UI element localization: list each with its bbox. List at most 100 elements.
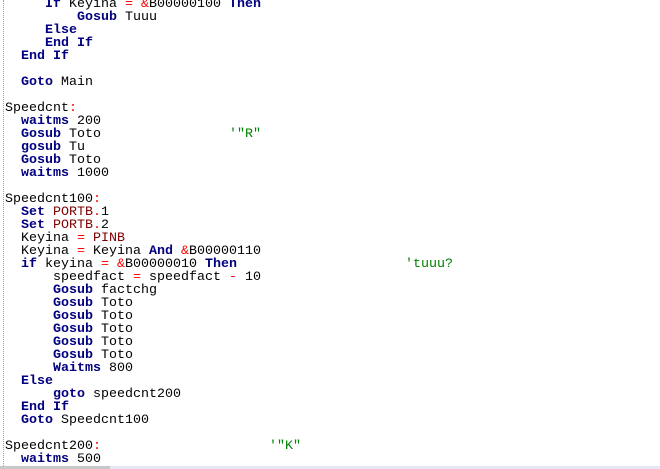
keyword-token: Gosub [53, 283, 93, 298]
text-token: keyina [37, 257, 101, 272]
code-line[interactable]: Else [5, 375, 453, 388]
keyword-token: End If [21, 400, 69, 415]
operator-token: = [76, 231, 85, 246]
keyword-token: waitms [21, 166, 69, 181]
code-line[interactable]: Keyina = PINB [5, 232, 453, 245]
keyword-token: gosub [21, 140, 61, 155]
code-line[interactable]: Gosub Toto [5, 154, 453, 167]
operator-token: = [101, 257, 109, 272]
keyword-token: waitms [21, 114, 69, 129]
keyword-token: Then [228, 0, 261, 12]
keyword-token: Gosub [53, 348, 93, 363]
code-line[interactable]: Set PORTB.1 [5, 206, 453, 219]
text-token: Keyina [84, 244, 149, 259]
code-line[interactable]: Goto Speedcnt100 [5, 414, 453, 427]
horizontal-scrollbar-thumb[interactable] [0, 466, 110, 469]
text-token: Tuuu [116, 10, 157, 25]
text-token: Speedcnt200 [5, 439, 93, 454]
keyword-token: Gosub [53, 335, 93, 350]
code-line[interactable]: waitms 1000 [5, 167, 453, 180]
text-token [237, 257, 405, 272]
text-token: B00000100 [149, 0, 229, 12]
keyword-token: Gosub [21, 127, 61, 142]
code-line[interactable]: End If [5, 401, 453, 414]
keyword-token: goto [53, 387, 85, 402]
text-token: 1000 [69, 166, 109, 181]
text-token: Toto [61, 153, 101, 168]
code-line[interactable]: Gosub Toto '"R" [5, 128, 453, 141]
operator-token: & [141, 0, 149, 12]
code-line[interactable]: Gosub Toto [5, 323, 453, 336]
code-line[interactable]: goto speedcnt200 [5, 388, 453, 401]
text-token: Main [53, 75, 93, 90]
code-line[interactable]: End If [5, 50, 453, 63]
code-line[interactable]: Gosub Toto [5, 297, 453, 310]
text-token: Speedcnt100 [5, 192, 93, 207]
operator-token: & [117, 257, 125, 272]
text-token: Keyina [5, 231, 77, 246]
code-line[interactable]: Waitms 800 [5, 362, 453, 375]
code-line[interactable]: Gosub factchg [5, 284, 453, 297]
code-line[interactable]: Set PORTB.2 [5, 219, 453, 232]
operator-token: : [92, 192, 101, 207]
text-token [101, 439, 269, 454]
code-line[interactable]: Goto Main [5, 76, 453, 89]
code-line[interactable]: Else [5, 24, 453, 37]
horizontal-scrollbar[interactable] [0, 466, 660, 469]
text-token: 500 [69, 452, 101, 466]
keyword-token: Set [21, 218, 45, 233]
operator-token: & [180, 244, 189, 259]
keyword-token: Gosub [53, 322, 93, 337]
keyword-token: Else [45, 23, 77, 38]
code-line[interactable]: if keyina = &B00000010 Then 'tuuu? [5, 258, 453, 271]
code-line[interactable]: Gosub Toto [5, 349, 453, 362]
register-token: PINB [92, 231, 125, 246]
text-token: Toto [93, 309, 133, 324]
keyword-token: Set [21, 205, 45, 220]
text-token: factchg [93, 283, 157, 298]
operator-token: - [228, 270, 237, 285]
comment-token: '"K" [268, 439, 301, 454]
comment-token: 'tuuu? [404, 257, 453, 272]
text-token: 2 [101, 218, 109, 233]
keyword-token: Else [21, 374, 53, 389]
text-token: Toto [93, 348, 133, 363]
code-line[interactable]: Keyina = Keyina And &B00000110 [5, 245, 453, 258]
keyword-token: Then [204, 257, 237, 272]
code-line[interactable]: Speedcnt100: [5, 193, 453, 206]
margin-line [3, 0, 4, 466]
code-area[interactable]: If Keyina = &B00000100 Then Gosub Tuuu E… [5, 0, 453, 466]
text-token: 200 [69, 114, 101, 129]
text-token [5, 452, 21, 466]
code-line[interactable]: If Keyina = &B00000100 Then [5, 0, 453, 11]
operator-token: = [76, 244, 85, 259]
text-token: Toto [61, 127, 229, 142]
text-token: B00000010 [125, 257, 205, 272]
code-line[interactable]: waitms 500 [5, 453, 453, 466]
text-token: 800 [101, 361, 133, 376]
text-token: Toto [93, 335, 133, 350]
code-line[interactable]: gosub Tu [5, 141, 453, 154]
text-token: Toto [93, 322, 133, 337]
text-token: 1 [101, 205, 109, 220]
operator-token: . [93, 218, 101, 233]
code-line[interactable]: Gosub Tuuu [5, 11, 453, 24]
code-line[interactable]: waitms 200 [5, 115, 453, 128]
text-token: Keyina [5, 244, 77, 259]
keyword-token: if [21, 257, 37, 272]
code-line[interactable]: Gosub Toto [5, 336, 453, 349]
text-token: Speedcnt [5, 101, 69, 116]
code-line[interactable]: Gosub Toto [5, 310, 453, 323]
keyword-token: Goto [21, 413, 53, 428]
code-line[interactable]: Speedcnt200: '"K" [5, 440, 453, 453]
keyword-token: Gosub [53, 309, 93, 324]
code-line[interactable]: End If [5, 37, 453, 50]
text-token: speedfact [5, 270, 133, 285]
text-token: speedfact [140, 270, 229, 285]
keyword-token: Goto [21, 75, 53, 90]
text-token: Tu [61, 140, 85, 155]
code-line[interactable]: Speedcnt: [5, 102, 453, 115]
code-line[interactable]: speedfact = speedfact - 10 [5, 271, 453, 284]
keyword-token: End If [45, 36, 93, 51]
